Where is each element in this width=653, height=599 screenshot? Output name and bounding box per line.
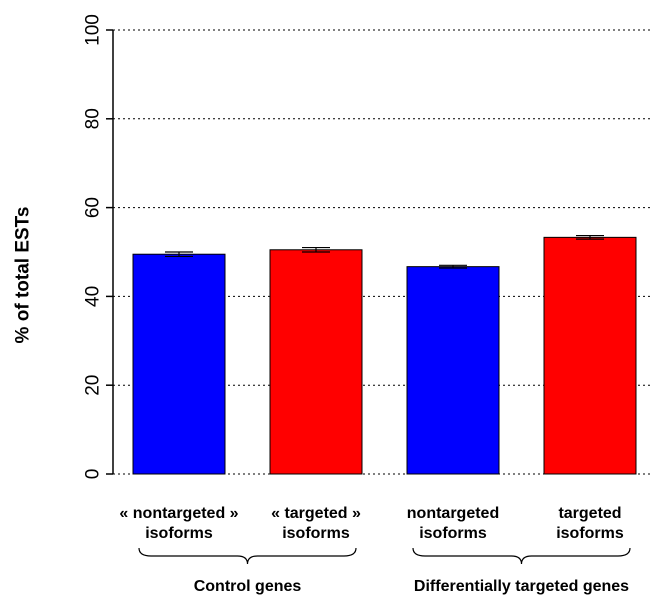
y-tick-label: 0 [83, 469, 104, 480]
category-label: « targeted » [271, 505, 361, 522]
group-label: Differentially targeted genes [414, 578, 629, 595]
error-bars [165, 234, 604, 269]
group-brace [412, 547, 631, 565]
category-label: targeted [558, 505, 621, 522]
category-labels: « nontargeted » isoforms « targeted » isofo… [119, 505, 623, 542]
group-labels: Control genes Differentially targeted gen… [194, 578, 629, 595]
category-label: « nontargeted » [119, 505, 238, 522]
group-braces [138, 547, 631, 565]
y-tick-label: 40 [83, 286, 104, 307]
bar [406, 266, 500, 475]
bar [132, 253, 226, 475]
y-axis-label: % of total ESTs [13, 207, 34, 344]
category-label: nontargeted [407, 505, 499, 522]
bar [543, 236, 637, 475]
category-label: isoforms [145, 525, 213, 542]
category-label: isoforms [419, 525, 487, 542]
y-tick-label: 100 [83, 14, 104, 46]
category-label: isoforms [556, 525, 624, 542]
category-label: isoforms [282, 525, 350, 542]
y-tick-label: 20 [83, 375, 104, 396]
group-label: Control genes [194, 578, 302, 595]
y-tick-label: 80 [83, 108, 104, 129]
y-ticks: 0 20 40 60 80 100 [83, 14, 113, 480]
group-brace [138, 547, 357, 565]
bars [132, 236, 637, 475]
bar [269, 249, 363, 475]
y-tick-label: 60 [83, 197, 104, 218]
